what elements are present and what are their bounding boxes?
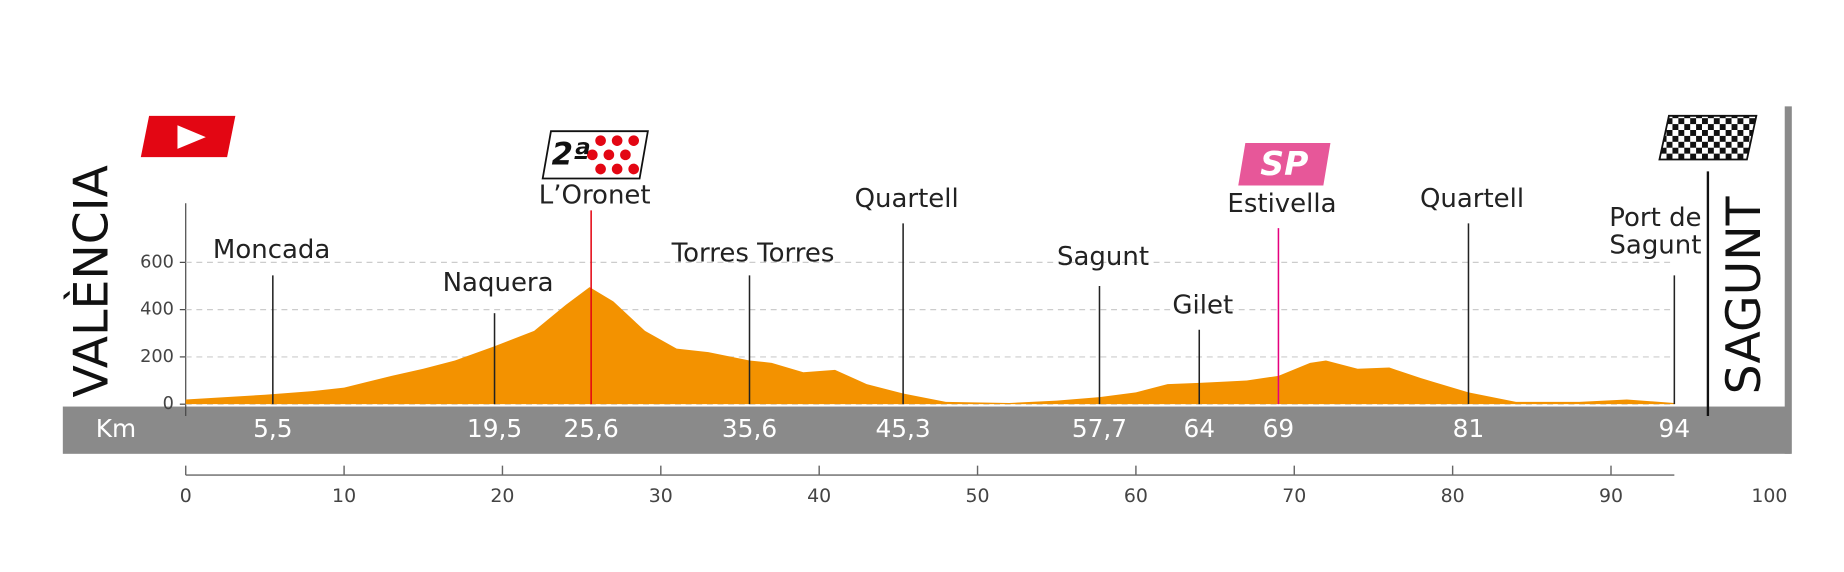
badge-dot — [611, 135, 623, 146]
x-tick-label: 40 — [807, 485, 831, 507]
waypoint-km: 69 — [1263, 414, 1295, 443]
waypoint-name: Port de — [1609, 203, 1701, 233]
waypoint-name: L’Oronet — [539, 181, 651, 211]
start-badge — [140, 115, 236, 158]
waypoint-badge: SP — [1238, 143, 1331, 186]
badge-dot — [611, 163, 623, 175]
finish-flag — [1658, 114, 1758, 161]
waypoint-km: 81 — [1453, 414, 1485, 443]
finish-city: SAGUNT — [1717, 195, 1772, 394]
waypoint-name: Quartell — [1420, 184, 1524, 214]
badge-dot — [595, 135, 606, 146]
x-tick-label: 20 — [490, 485, 514, 507]
waypoint-km: 57,7 — [1072, 414, 1127, 443]
badge-dot — [587, 149, 598, 161]
x-tick-label: 60 — [1124, 485, 1148, 507]
badge-shape — [1238, 143, 1331, 186]
waypoint-name: Gilet — [1172, 291, 1233, 321]
badge-dot — [603, 149, 615, 161]
waypoint-name: Moncada — [213, 235, 330, 265]
waypoint-name: Torres Torres — [671, 239, 835, 269]
badge-dot — [595, 163, 606, 175]
x-tick-label: 70 — [1282, 485, 1306, 507]
waypoint-km: 45,3 — [876, 414, 931, 443]
y-tick-label: 200 — [140, 347, 174, 367]
x-tick-label: 50 — [966, 485, 990, 507]
km-band — [62, 406, 1791, 454]
profile-area — [185, 287, 1675, 405]
badge-text: 2ª — [552, 137, 591, 173]
waypoint-km: 35,6 — [722, 414, 777, 443]
badge-dot — [620, 149, 631, 161]
badge-dot — [628, 163, 640, 175]
x-tick-label: 10 — [332, 485, 356, 507]
x-tick-label: 80 — [1441, 485, 1465, 507]
y-tick-label: 600 — [140, 252, 174, 272]
x-tick-label: 100 — [1751, 485, 1787, 507]
waypoint-km: 5,5 — [253, 414, 292, 443]
waypoint-name: Quartell — [855, 184, 959, 214]
start-city: VALÈNCIA — [63, 165, 120, 397]
waypoint-name: Sagunt — [1057, 242, 1149, 272]
waypoint-name: Estivella — [1227, 189, 1336, 219]
side-bar — [1784, 106, 1792, 454]
badge-text: SP — [1260, 144, 1308, 183]
waypoint-km: 64 — [1183, 414, 1215, 443]
waypoint-name: Sagunt — [1609, 230, 1701, 260]
x-tick-label: 0 — [180, 485, 192, 507]
waypoint-km: 19,5 — [467, 414, 522, 443]
x-tick-label: 30 — [649, 485, 673, 507]
km-label: Km — [96, 414, 136, 443]
y-tick-label: 0 — [163, 394, 174, 414]
y-tick-label: 400 — [140, 300, 174, 320]
x-tick-label: 90 — [1599, 485, 1623, 507]
waypoint-name: Naquera — [443, 268, 554, 298]
waypoint-km: 25,6 — [564, 414, 619, 443]
waypoint-badge: 2ª — [541, 130, 649, 180]
waypoint-km: 94 — [1659, 414, 1691, 443]
badge-dot — [628, 135, 640, 146]
